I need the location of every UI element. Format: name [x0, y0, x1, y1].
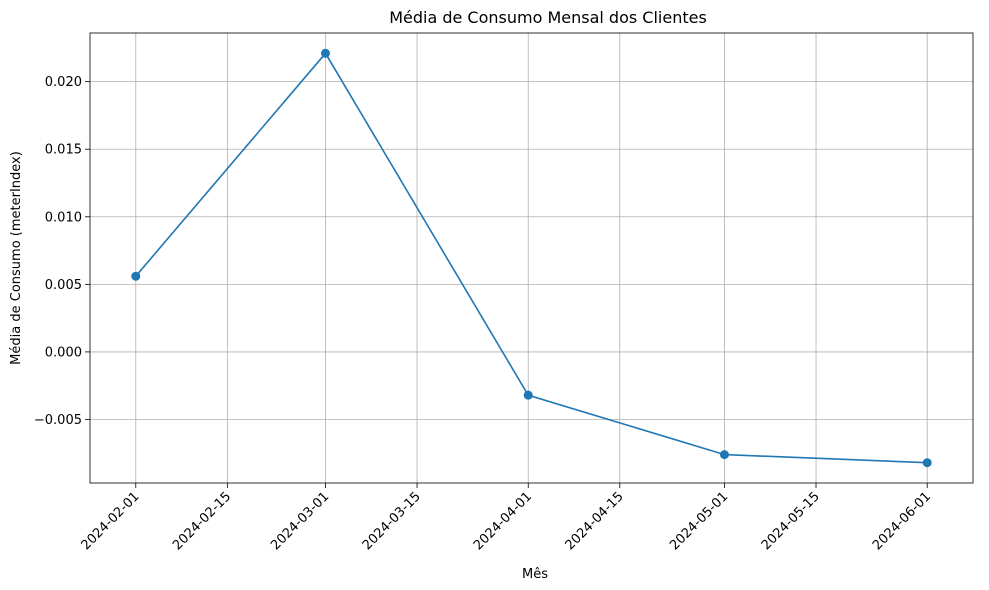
- y-tick-label: 0.010: [45, 210, 82, 225]
- x-tick-label: 2024-05-15: [759, 489, 823, 553]
- grid: [90, 33, 973, 483]
- x-axis-label: Mês: [522, 567, 548, 582]
- x-tick-label: 2024-02-01: [79, 489, 143, 553]
- series-point: [320, 48, 330, 58]
- chart-title: Média de Consumo Mensal dos Clientes: [389, 8, 707, 27]
- series-point: [523, 390, 533, 400]
- x-tick-label: 2024-04-15: [563, 489, 627, 553]
- y-axis-label: Média de Consumo (meterIndex): [9, 151, 24, 365]
- x-tick-label: 2024-02-15: [170, 489, 234, 553]
- series-points: [131, 48, 932, 468]
- x-tick-label: 2024-03-15: [360, 489, 424, 553]
- x-tick-label: 2024-05-01: [667, 489, 731, 553]
- x-axis-ticks: 2024-02-01 2024-02-15 2024-03-01 2024-03-15…: [79, 483, 934, 553]
- y-tick-label: −0.005: [34, 413, 82, 428]
- series-point: [922, 458, 932, 468]
- x-tick-label: 2024-06-01: [870, 489, 934, 553]
- x-tick-label: 2024-04-01: [471, 489, 535, 553]
- x-tick-label: 2024-03-01: [268, 489, 332, 553]
- y-tick-label: 0.005: [45, 278, 82, 293]
- y-axis-ticks: −0.005 0.000 0.005 0.010 0.015 0.020: [34, 75, 90, 428]
- series-point: [131, 271, 141, 281]
- y-tick-label: 0.015: [45, 143, 82, 158]
- plot-frame: [89, 32, 974, 484]
- y-tick-label: 0.000: [45, 345, 82, 360]
- y-tick-label: 0.020: [45, 75, 82, 90]
- series-line: [135, 51, 928, 464]
- series-point: [719, 450, 729, 460]
